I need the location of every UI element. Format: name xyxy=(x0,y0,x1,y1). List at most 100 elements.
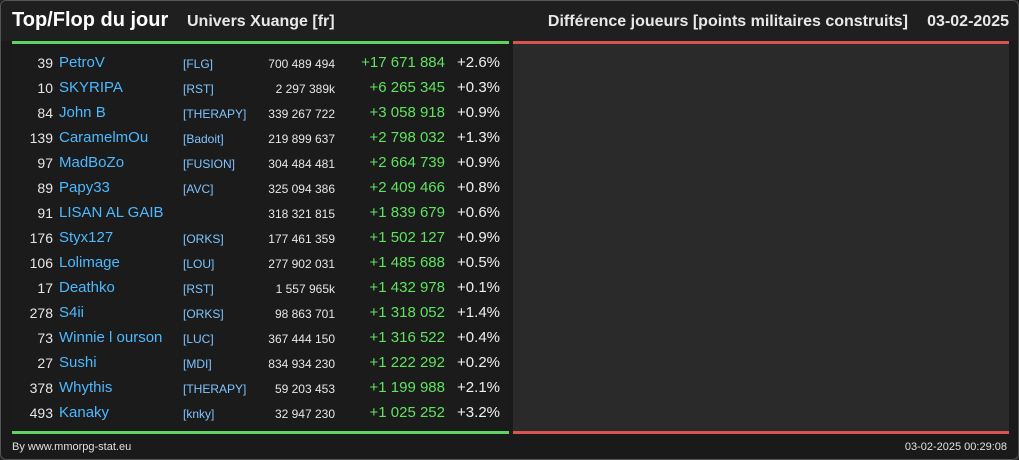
table-row: 493 Kanaky [knky] 32 947 230 +1 025 252 +3.2% xyxy=(12,401,509,426)
alliance-tag[interactable]: [LOU] xyxy=(183,257,215,271)
alliance-tag[interactable]: [Badoit] xyxy=(183,132,224,146)
points-difference: +1 025 252 xyxy=(369,404,446,421)
table-row: 17 Deathko [RST] 1 557 965k +1 432 978 +0.1% xyxy=(12,276,509,301)
player-points: 2 297 389k xyxy=(275,82,335,96)
player-points: 277 902 031 xyxy=(268,257,335,271)
points-difference: +1 432 978 xyxy=(369,279,446,296)
player-points: 325 094 386 xyxy=(268,182,335,196)
player-rank: 27 xyxy=(37,355,53,371)
player-name-link[interactable]: Lolimage xyxy=(59,254,120,271)
player-name-link[interactable]: S4ii xyxy=(59,304,85,321)
player-points: 700 489 494 xyxy=(268,57,335,71)
player-points: 1 557 965k xyxy=(275,282,335,296)
player-name-link[interactable]: Kanaky xyxy=(59,404,110,421)
points-difference: +2 664 739 xyxy=(369,154,446,171)
player-rank: 106 xyxy=(29,255,53,271)
alliance-tag[interactable]: [AVC] xyxy=(183,182,214,196)
table-row: 106 Lolimage [LOU] 277 902 031 +1 485 688 +0.… xyxy=(12,251,509,276)
player-name-link[interactable]: PetroV xyxy=(59,54,105,71)
player-name-link[interactable]: Papy33 xyxy=(59,179,110,196)
player-points: 318 321 815 xyxy=(268,207,335,221)
page-title: Top/Flop du jour xyxy=(12,9,169,31)
alliance-tag[interactable]: [ORKS] xyxy=(183,232,224,246)
player-name-link[interactable]: LISAN AL GAIB xyxy=(59,204,164,221)
player-name-link[interactable]: Styx127 xyxy=(59,229,114,246)
alliance-tag[interactable]: [THERAPY] xyxy=(183,107,247,121)
player-name-link[interactable]: SKYRIPA xyxy=(59,79,123,96)
player-name-link[interactable]: John B xyxy=(59,104,106,121)
table-row: 84 John B [THERAPY] 339 267 722 +3 058 918 +0… xyxy=(12,101,509,126)
alliance-tag[interactable]: [THERAPY] xyxy=(183,382,247,396)
table-row: 278 S4ii [ORKS] 98 863 701 +1 318 052 +1.4% xyxy=(12,301,509,326)
percent-change: +0.9% xyxy=(457,229,500,246)
table-row: 91 LISAN AL GAIB 318 321 815 +1 839 679 +0.6… xyxy=(12,201,509,226)
player-name-link[interactable]: Winnie l ourson xyxy=(59,329,163,346)
points-difference: +1 839 679 xyxy=(369,204,446,221)
player-rank: 84 xyxy=(37,105,53,121)
player-rank: 73 xyxy=(37,330,53,346)
player-points: 98 863 701 xyxy=(274,307,335,321)
alliance-tag[interactable]: [LUC] xyxy=(183,332,214,346)
player-name-link[interactable]: Whythis xyxy=(59,379,113,396)
points-difference: +1 502 127 xyxy=(369,229,446,246)
points-difference: +1 199 988 xyxy=(369,379,446,396)
player-points: 59 203 453 xyxy=(274,382,335,396)
flop-players-panel xyxy=(513,41,1009,434)
percent-change: +2.1% xyxy=(457,379,500,396)
points-difference: +3 058 918 xyxy=(369,104,446,121)
points-difference: +6 265 345 xyxy=(369,79,446,96)
points-difference: +2 798 032 xyxy=(369,129,446,146)
alliance-tag[interactable]: [ORKS] xyxy=(183,307,224,321)
player-rank: 17 xyxy=(37,280,53,296)
header-bar: Top/Flop du jour Univers Xuange [fr] Dif… xyxy=(1,1,1018,41)
points-difference: +1 222 292 xyxy=(369,354,446,371)
player-name-link[interactable]: MadBoZo xyxy=(59,154,125,171)
percent-change: +0.8% xyxy=(457,179,500,196)
player-rank: 91 xyxy=(37,205,53,221)
alliance-tag[interactable]: [RST] xyxy=(183,282,214,296)
metric-label: Différence joueurs [points militaires co… xyxy=(547,13,908,30)
player-rank: 378 xyxy=(29,380,53,396)
player-points: 834 934 230 xyxy=(268,357,335,371)
player-points: 219 899 637 xyxy=(268,132,335,146)
percent-change: +1.4% xyxy=(457,304,500,321)
table-row: 73 Winnie l ourson [LUC] 367 444 150 +1 316 … xyxy=(12,326,509,351)
player-points: 32 947 230 xyxy=(274,407,335,421)
universe-label: Univers Xuange [fr] xyxy=(187,13,335,30)
percent-change: +0.9% xyxy=(457,104,500,121)
percent-change: +0.4% xyxy=(457,329,500,346)
alliance-tag[interactable]: [MDI] xyxy=(183,357,212,371)
alliance-tag[interactable]: [FLG] xyxy=(183,57,214,71)
player-points: 367 444 150 xyxy=(268,332,335,346)
percent-change: +0.2% xyxy=(457,354,500,371)
alliance-tag[interactable]: [knky] xyxy=(183,407,215,421)
generated-timestamp: 03-02-2025 00:29:08 xyxy=(904,441,1007,453)
table-row: 139 CaramelmOu [Badoit] 219 899 637 +2 798 0… xyxy=(12,126,509,151)
player-rank: 139 xyxy=(29,130,53,146)
table-row: 10 SKYRIPA [RST] 2 297 389k +6 265 345 +0.3% xyxy=(12,76,509,101)
player-name-link[interactable]: CaramelmOu xyxy=(59,129,149,146)
points-difference: +1 316 522 xyxy=(369,329,446,346)
table-row: 97 MadBoZo [FUSION] 304 484 481 +2 664 739 +0… xyxy=(12,151,509,176)
player-name-link[interactable]: Deathko xyxy=(59,279,115,296)
percent-change: +0.9% xyxy=(457,154,500,171)
alliance-tag[interactable]: [RST] xyxy=(183,82,214,96)
player-name-link[interactable]: Sushi xyxy=(59,354,97,371)
percent-change: +0.6% xyxy=(457,204,500,221)
player-rank: 97 xyxy=(37,155,53,171)
player-rank: 493 xyxy=(29,405,53,421)
date-label: 03-02-2025 xyxy=(927,13,1009,30)
points-difference: +1 318 052 xyxy=(369,304,446,321)
percent-change: +0.1% xyxy=(457,279,500,296)
percent-change: +1.3% xyxy=(457,129,500,146)
source-credit: By www.mmorpg-stat.eu xyxy=(12,441,132,453)
player-rank: 10 xyxy=(37,80,53,96)
table-row: 89 Papy33 [AVC] 325 094 386 +2 409 466 +0.8% xyxy=(12,176,509,201)
table-row: 378 Whythis [THERAPY] 59 203 453 +1 199 988 +… xyxy=(12,376,509,401)
player-rank: 89 xyxy=(37,180,53,196)
percent-change: +2.6% xyxy=(457,54,500,71)
player-points: 177 461 359 xyxy=(268,232,335,246)
points-difference: +17 671 884 xyxy=(361,54,445,71)
alliance-tag[interactable]: [FUSION] xyxy=(183,157,236,171)
